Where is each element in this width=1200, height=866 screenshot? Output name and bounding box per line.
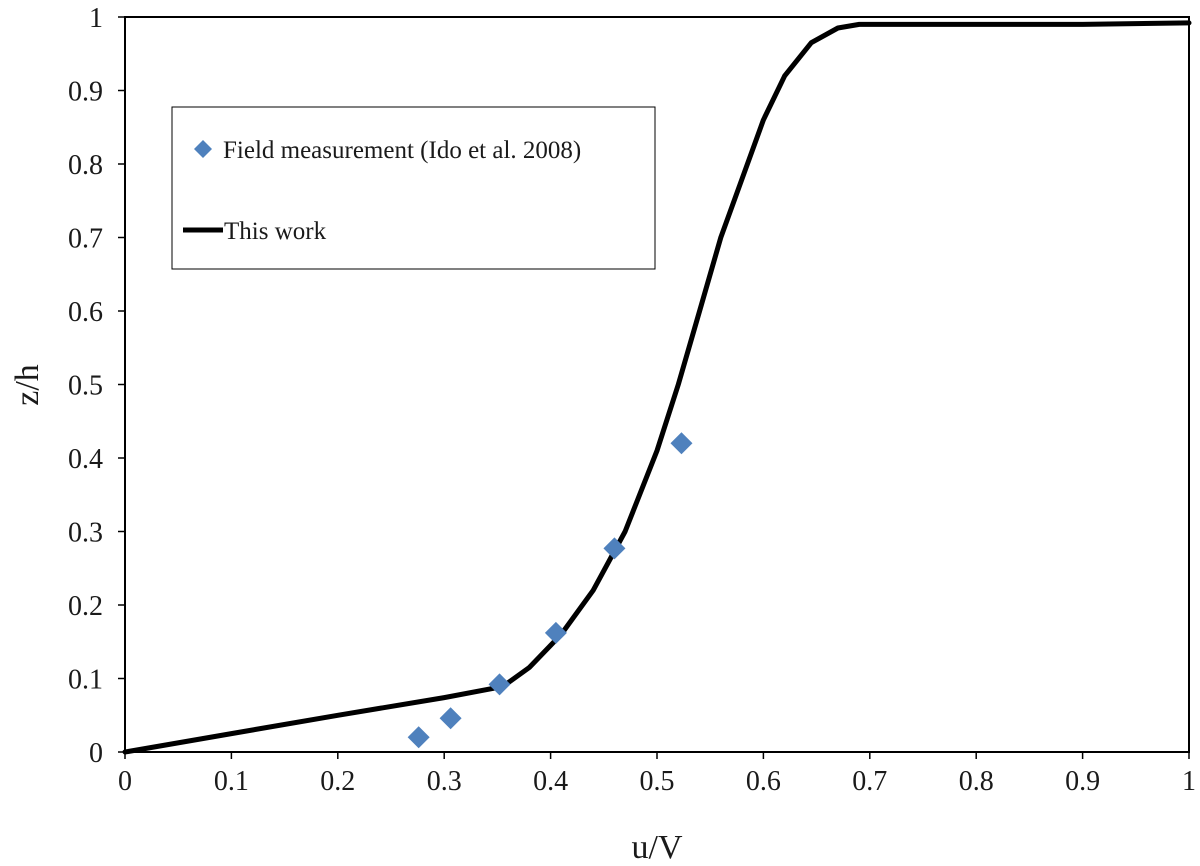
- y-tick-label: 0.7: [68, 224, 103, 255]
- x-tick-label: 1: [1182, 766, 1196, 797]
- series-line-this-work: [122, 20, 1192, 755]
- x-tick-label: 0.8: [959, 766, 994, 797]
- y-tick-label: 0: [89, 738, 103, 769]
- legend-box: [171, 106, 656, 270]
- x-tick-label: 0.7: [852, 766, 887, 797]
- legend-label-field-measurement: Field measurement (Ido et al. 2008): [223, 137, 581, 164]
- x-tick-label: 0.9: [1065, 766, 1100, 797]
- y-tick-label: 0.8: [68, 150, 103, 181]
- y-tick-label: 0.9: [68, 77, 103, 108]
- y-tick-label: 0.6: [68, 297, 103, 328]
- y-tick-label: 0.3: [68, 518, 103, 549]
- y-axis-title: z/h: [9, 364, 46, 406]
- series-points-field-measurement: [407, 432, 693, 749]
- x-tick-label: 0.6: [746, 766, 781, 797]
- legend-marker-field-measurement: [194, 140, 212, 158]
- y-axis-ticks: 0 0.1 0.2 0.3 0.4 0.5 0.6 0.7 0.8 0.9 1: [68, 3, 125, 769]
- x-tick-label: 0.3: [427, 766, 462, 797]
- data-point-field-measurement: [488, 673, 511, 696]
- x-tick-label: 0.4: [533, 766, 568, 797]
- y-tick-label: 0.4: [68, 444, 103, 475]
- x-tick-label: 0: [118, 766, 132, 797]
- y-tick-label: 0.2: [68, 591, 103, 622]
- x-axis-ticks: 0 0.1 0.2 0.3 0.4 0.5 0.6 0.7 0.8 0.9 1: [118, 752, 1196, 797]
- data-point-field-measurement: [670, 432, 693, 455]
- data-point-field-measurement: [439, 707, 462, 730]
- data-point-field-measurement: [603, 537, 626, 560]
- y-tick-label: 0.5: [68, 371, 103, 402]
- legend-label-this-work: This work: [224, 218, 327, 245]
- legend: Field measurement (Ido et al. 2008) This…: [171, 106, 656, 270]
- x-axis-title: u/V: [632, 829, 683, 866]
- data-point-field-measurement: [407, 726, 430, 749]
- data-point-field-measurement: [544, 621, 567, 644]
- x-tick-label: 0.2: [320, 766, 355, 797]
- y-tick-label: 0.1: [68, 665, 103, 696]
- x-tick-label: 0.1: [214, 766, 249, 797]
- y-tick-label: 1: [89, 3, 103, 34]
- x-tick-label: 0.5: [640, 766, 675, 797]
